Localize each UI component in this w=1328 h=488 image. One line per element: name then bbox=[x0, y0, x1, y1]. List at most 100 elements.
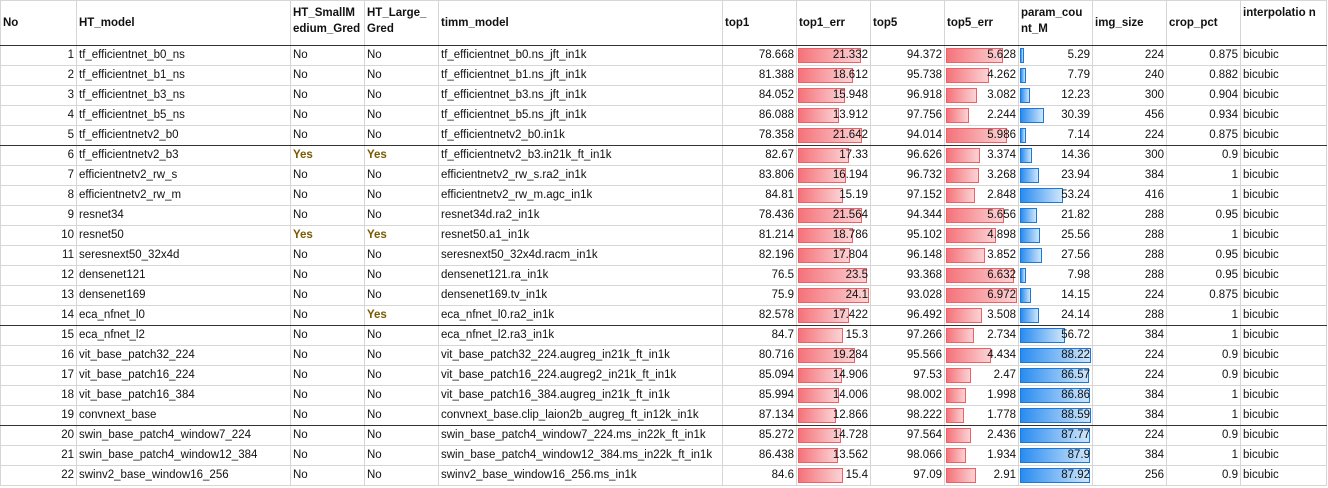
cell-no[interactable]: 20 bbox=[0, 425, 77, 446]
cell-ht-large-gred[interactable]: Yes bbox=[364, 225, 439, 246]
cell-timm-model[interactable]: tf_efficientnetv2_b0.in1k bbox=[438, 125, 723, 146]
cell-crop-pct[interactable]: 1 bbox=[1166, 445, 1241, 466]
cell-ht-large-gred[interactable]: No bbox=[364, 445, 439, 466]
cell-timm-model[interactable]: swin_base_patch4_window12_384.ms_in22k_f… bbox=[438, 445, 723, 466]
cell-img-size[interactable]: 288 bbox=[1092, 305, 1167, 326]
cell-crop-pct[interactable]: 0.875 bbox=[1166, 285, 1241, 306]
cell-timm-model[interactable]: swinv2_base_window16_256.ms_in1k bbox=[438, 465, 723, 486]
cell-interpolation[interactable]: bicubic bbox=[1240, 425, 1327, 446]
cell-top5-err[interactable]: 5.986 bbox=[944, 125, 1019, 146]
cell-top5[interactable]: 98.222 bbox=[870, 405, 945, 426]
cell-interpolation[interactable]: bicubic bbox=[1240, 465, 1327, 486]
cell-interpolation[interactable]: bicubic bbox=[1240, 285, 1327, 306]
cell-timm-model[interactable]: seresnext50_32x4d.racm_in1k bbox=[438, 245, 723, 266]
cell-ht-small-medium-gred[interactable]: No bbox=[290, 85, 365, 106]
cell-img-size[interactable]: 224 bbox=[1092, 425, 1167, 446]
cell-timm-model[interactable]: tf_efficientnet_b5.ns_jft_in1k bbox=[438, 105, 723, 126]
cell-ht-large-gred[interactable]: No bbox=[364, 325, 439, 346]
cell-top5[interactable]: 97.564 bbox=[870, 425, 945, 446]
cell-param-count[interactable]: 27.56 bbox=[1018, 245, 1093, 266]
cell-no[interactable]: 22 bbox=[0, 465, 77, 486]
cell-top5-err[interactable]: 1.934 bbox=[944, 445, 1019, 466]
cell-timm-model[interactable]: tf_efficientnetv2_b3.in21k_ft_in1k bbox=[438, 145, 723, 166]
cell-img-size[interactable]: 384 bbox=[1092, 165, 1167, 186]
cell-timm-model[interactable]: swin_base_patch4_window7_224.ms_in22k_ft… bbox=[438, 425, 723, 446]
cell-ht-model[interactable]: tf_efficientnetv2_b0 bbox=[76, 125, 291, 146]
cell-no[interactable]: 1 bbox=[0, 45, 77, 66]
cell-img-size[interactable]: 288 bbox=[1092, 245, 1167, 266]
cell-ht-small-medium-gred[interactable]: No bbox=[290, 445, 365, 466]
cell-ht-model[interactable]: vit_base_patch16_384 bbox=[76, 385, 291, 406]
cell-top1-err[interactable]: 13.912 bbox=[796, 105, 871, 126]
cell-ht-large-gred[interactable]: No bbox=[364, 45, 439, 66]
cell-ht-small-medium-gred[interactable]: Yes bbox=[290, 145, 365, 166]
cell-top1[interactable]: 86.088 bbox=[722, 105, 797, 126]
cell-param-count[interactable]: 87.92 bbox=[1018, 465, 1093, 486]
cell-top1[interactable]: 82.67 bbox=[722, 145, 797, 166]
cell-interpolation[interactable]: bicubic bbox=[1240, 265, 1327, 286]
cell-param-count[interactable]: 53.24 bbox=[1018, 185, 1093, 206]
cell-ht-large-gred[interactable]: No bbox=[364, 285, 439, 306]
cell-param-count[interactable]: 86.86 bbox=[1018, 385, 1093, 406]
cell-ht-small-medium-gred[interactable]: No bbox=[290, 45, 365, 66]
cell-top1-err[interactable]: 18.612 bbox=[796, 65, 871, 86]
cell-top1[interactable]: 78.358 bbox=[722, 125, 797, 146]
cell-ht-small-medium-gred[interactable]: No bbox=[290, 265, 365, 286]
cell-top1[interactable]: 82.578 bbox=[722, 305, 797, 326]
cell-img-size[interactable]: 288 bbox=[1092, 225, 1167, 246]
cell-top1-err[interactable]: 17.422 bbox=[796, 305, 871, 326]
cell-ht-small-medium-gred[interactable]: No bbox=[290, 105, 365, 126]
cell-interpolation[interactable]: bicubic bbox=[1240, 145, 1327, 166]
cell-param-count[interactable]: 86.57 bbox=[1018, 365, 1093, 386]
cell-param-count[interactable]: 88.59 bbox=[1018, 405, 1093, 426]
cell-top5-err[interactable]: 3.852 bbox=[944, 245, 1019, 266]
cell-no[interactable]: 19 bbox=[0, 405, 77, 426]
cell-crop-pct[interactable]: 1 bbox=[1166, 385, 1241, 406]
cell-top1-err[interactable]: 15.3 bbox=[796, 325, 871, 346]
cell-interpolation[interactable]: bicubic bbox=[1240, 225, 1327, 246]
cell-ht-large-gred[interactable]: No bbox=[364, 405, 439, 426]
col-header-img-size[interactable]: img_size bbox=[1092, 0, 1167, 46]
cell-ht-model[interactable]: efficientnetv2_rw_s bbox=[76, 165, 291, 186]
cell-ht-small-medium-gred[interactable]: No bbox=[290, 125, 365, 146]
cell-img-size[interactable]: 300 bbox=[1092, 85, 1167, 106]
cell-crop-pct[interactable]: 1 bbox=[1166, 305, 1241, 326]
cell-top5-err[interactable]: 3.508 bbox=[944, 305, 1019, 326]
cell-param-count[interactable]: 87.77 bbox=[1018, 425, 1093, 446]
cell-timm-model[interactable]: densenet121.ra_in1k bbox=[438, 265, 723, 286]
cell-interpolation[interactable]: bicubic bbox=[1240, 85, 1327, 106]
cell-img-size[interactable]: 224 bbox=[1092, 285, 1167, 306]
col-header-top1-err[interactable]: top1_err bbox=[796, 0, 871, 46]
cell-top5-err[interactable]: 2.91 bbox=[944, 465, 1019, 486]
cell-top1-err[interactable]: 16.194 bbox=[796, 165, 871, 186]
cell-no[interactable]: 5 bbox=[0, 125, 77, 146]
cell-crop-pct[interactable]: 1 bbox=[1166, 405, 1241, 426]
cell-interpolation[interactable]: bicubic bbox=[1240, 445, 1327, 466]
cell-top1-err[interactable]: 15.4 bbox=[796, 465, 871, 486]
cell-top5-err[interactable]: 5.628 bbox=[944, 45, 1019, 66]
cell-ht-model[interactable]: efficientnetv2_rw_m bbox=[76, 185, 291, 206]
cell-no[interactable]: 17 bbox=[0, 365, 77, 386]
cell-ht-model[interactable]: seresnext50_32x4d bbox=[76, 245, 291, 266]
cell-no[interactable]: 11 bbox=[0, 245, 77, 266]
cell-top1[interactable]: 81.388 bbox=[722, 65, 797, 86]
cell-ht-model[interactable]: tf_efficientnet_b1_ns bbox=[76, 65, 291, 86]
cell-img-size[interactable]: 384 bbox=[1092, 445, 1167, 466]
cell-crop-pct[interactable]: 0.9 bbox=[1166, 365, 1241, 386]
cell-ht-model[interactable]: densenet169 bbox=[76, 285, 291, 306]
cell-top5-err[interactable]: 2.244 bbox=[944, 105, 1019, 126]
cell-param-count[interactable]: 30.39 bbox=[1018, 105, 1093, 126]
cell-top5[interactable]: 97.266 bbox=[870, 325, 945, 346]
cell-img-size[interactable]: 300 bbox=[1092, 145, 1167, 166]
cell-no[interactable]: 15 bbox=[0, 325, 77, 346]
cell-top1-err[interactable]: 15.19 bbox=[796, 185, 871, 206]
cell-top1[interactable]: 84.81 bbox=[722, 185, 797, 206]
cell-no[interactable]: 9 bbox=[0, 205, 77, 226]
cell-img-size[interactable]: 384 bbox=[1092, 405, 1167, 426]
col-header-top5-err[interactable]: top5_err bbox=[944, 0, 1019, 46]
cell-ht-small-medium-gred[interactable]: No bbox=[290, 365, 365, 386]
cell-no[interactable]: 18 bbox=[0, 385, 77, 406]
cell-img-size[interactable]: 240 bbox=[1092, 65, 1167, 86]
cell-top5-err[interactable]: 6.972 bbox=[944, 285, 1019, 306]
cell-timm-model[interactable]: vit_base_patch32_224.augreg_in21k_ft_in1… bbox=[438, 345, 723, 366]
